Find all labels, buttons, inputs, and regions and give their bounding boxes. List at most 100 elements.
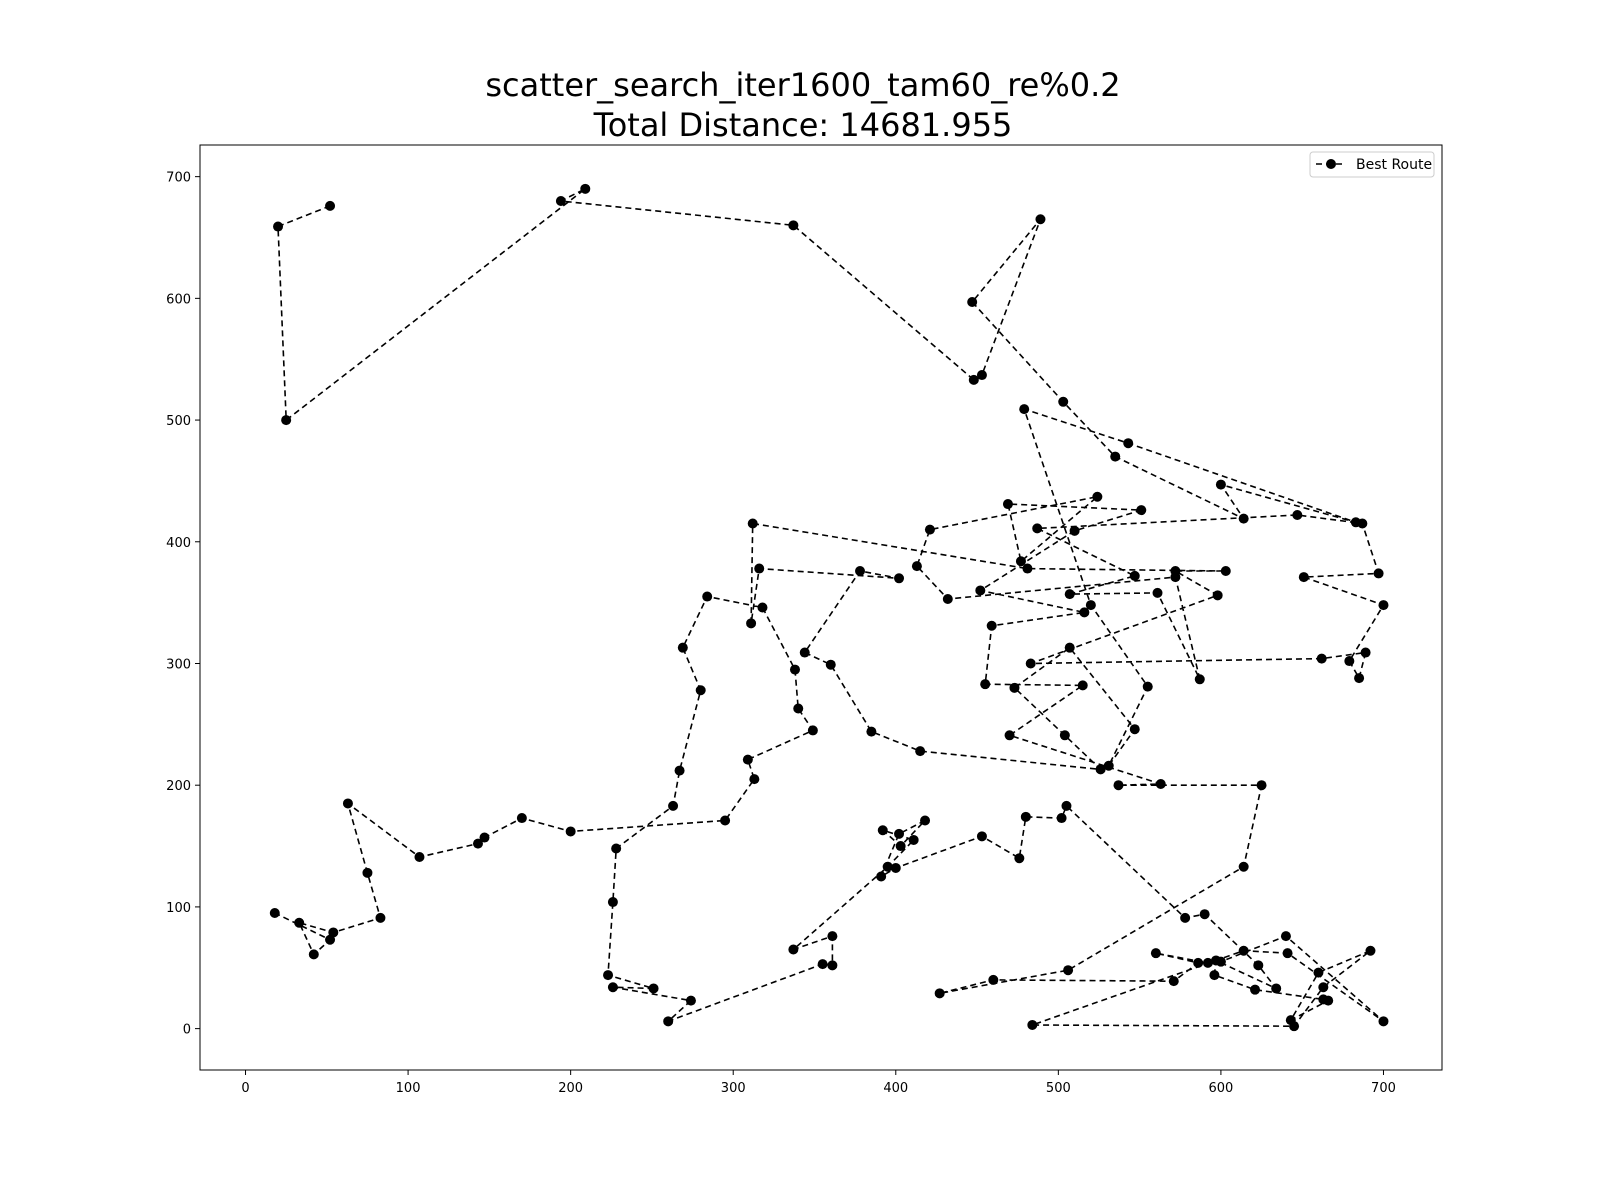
- route-point: [1136, 505, 1147, 516]
- route-point: [1250, 984, 1261, 995]
- route-point: [1027, 1019, 1038, 1030]
- route-point: [1002, 499, 1013, 510]
- chart-subtitle: Total Distance: 14681.955: [593, 106, 1013, 144]
- route-point: [580, 183, 591, 194]
- route-point: [375, 912, 386, 923]
- route-point: [1170, 572, 1181, 583]
- route-point: [976, 370, 987, 381]
- route-point: [1129, 724, 1140, 735]
- route-point: [1123, 438, 1134, 449]
- route-point: [988, 974, 999, 985]
- route-point: [1168, 976, 1179, 987]
- y-tick-label: 100: [166, 901, 191, 916]
- x-tick-label: 300: [721, 1081, 746, 1096]
- route-point: [1378, 1016, 1389, 1027]
- route-point: [882, 861, 893, 872]
- route-point: [685, 995, 696, 1006]
- route-point: [611, 843, 622, 854]
- route-point: [1292, 510, 1303, 520]
- chart-title: scatter_search_iter1600_tam60_re%0.2: [485, 66, 1120, 104]
- route-point: [1202, 957, 1213, 968]
- route-point: [920, 815, 931, 826]
- route-point: [934, 988, 945, 999]
- route-point: [1253, 960, 1264, 971]
- route-point: [1019, 404, 1030, 415]
- route-point: [1360, 647, 1371, 658]
- route-point: [1357, 518, 1368, 529]
- route-point: [1077, 680, 1088, 691]
- y-tick-label: 300: [166, 657, 191, 672]
- y-tick-label: 600: [166, 292, 191, 307]
- route-point: [1378, 600, 1389, 611]
- y-tick-label: 400: [166, 536, 191, 551]
- route-point: [976, 831, 987, 842]
- x-tick-label: 0: [241, 1081, 249, 1096]
- route-point: [1142, 681, 1153, 692]
- route-point: [1059, 730, 1070, 741]
- route-point: [1079, 607, 1090, 618]
- route-point: [555, 195, 566, 206]
- route-point: [607, 897, 618, 908]
- y-tick-label: 0: [183, 1023, 191, 1038]
- route-point: [273, 221, 284, 232]
- route-point: [1009, 682, 1020, 693]
- route-point: [894, 573, 905, 584]
- route-point: [325, 934, 336, 945]
- route-point: [1193, 957, 1204, 968]
- route-point: [1064, 589, 1075, 600]
- route-point: [294, 917, 305, 928]
- route-point: [1215, 479, 1226, 490]
- route-point: [749, 774, 760, 785]
- route-point: [788, 944, 799, 955]
- route-point: [757, 602, 768, 613]
- route-point: [1020, 811, 1031, 822]
- route-point: [1056, 813, 1067, 824]
- x-tick-label: 400: [883, 1081, 908, 1096]
- route-point: [269, 907, 280, 918]
- route-point: [747, 518, 758, 529]
- route-point: [1282, 948, 1293, 959]
- y-tick-label: 500: [166, 414, 191, 429]
- route-point: [1256, 780, 1267, 791]
- route-point: [674, 765, 685, 776]
- x-axis: 0 100 200 300 400 500 600 700: [241, 1070, 1396, 1096]
- route-point: [975, 585, 986, 596]
- route-point: [479, 832, 490, 843]
- route-point: [1180, 912, 1191, 923]
- route-point: [1004, 730, 1015, 741]
- route-point: [1285, 1015, 1296, 1026]
- route-point: [1365, 945, 1376, 956]
- route-point: [980, 679, 991, 690]
- route-point: [890, 862, 901, 873]
- x-tick-label: 600: [1208, 1081, 1233, 1096]
- route-point: [1035, 214, 1046, 225]
- route-point: [817, 959, 828, 970]
- route-line: [274, 188, 1385, 1027]
- y-axis: 0 100 200 300 400 500 600 700: [166, 171, 200, 1038]
- route-point: [607, 982, 618, 993]
- route-point: [1209, 970, 1220, 981]
- route-point: [1318, 982, 1329, 993]
- x-tick-label: 700: [1371, 1081, 1396, 1096]
- route-point: [827, 960, 838, 971]
- route-point: [1032, 523, 1043, 534]
- route-point: [1103, 760, 1114, 771]
- route-point: [308, 949, 319, 960]
- route-point: [1022, 563, 1033, 574]
- route-point: [986, 620, 997, 631]
- route-point: [1092, 491, 1103, 502]
- legend: Best Route: [1309, 151, 1435, 178]
- route-point: [746, 618, 757, 629]
- route-point: [677, 642, 688, 653]
- route-point: [663, 1016, 674, 1027]
- route-point: [1318, 994, 1329, 1005]
- route-point: [720, 815, 731, 826]
- route-point: [894, 828, 905, 839]
- route-point: [603, 970, 614, 981]
- route-point: [1199, 909, 1210, 920]
- route-point: [1069, 525, 1080, 536]
- route-point: [1238, 861, 1249, 872]
- legend-marker: [1326, 159, 1336, 169]
- route-point: [1150, 948, 1161, 959]
